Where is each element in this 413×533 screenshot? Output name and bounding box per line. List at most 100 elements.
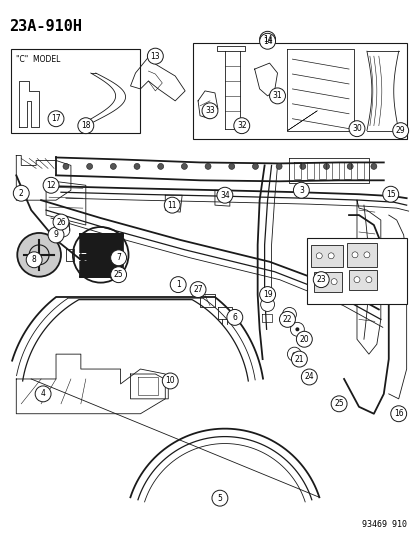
Text: 15: 15 (385, 190, 394, 199)
Circle shape (157, 164, 163, 169)
Circle shape (134, 164, 140, 169)
Circle shape (90, 245, 110, 265)
Circle shape (252, 164, 258, 169)
Circle shape (291, 351, 306, 367)
Circle shape (190, 281, 206, 297)
FancyBboxPatch shape (311, 245, 342, 266)
Circle shape (316, 253, 321, 259)
Text: 21: 21 (294, 354, 304, 364)
Circle shape (260, 297, 274, 311)
Circle shape (202, 103, 217, 119)
Circle shape (78, 118, 93, 134)
Circle shape (323, 164, 329, 169)
Circle shape (26, 252, 42, 268)
Text: 14: 14 (262, 37, 272, 46)
Circle shape (330, 279, 336, 285)
Text: 9: 9 (53, 230, 58, 239)
Circle shape (275, 164, 281, 169)
Circle shape (110, 164, 116, 169)
Circle shape (147, 48, 163, 64)
Text: 22: 22 (282, 315, 292, 324)
Text: 13: 13 (150, 52, 160, 61)
Text: 7: 7 (116, 253, 121, 262)
FancyBboxPatch shape (313, 272, 341, 292)
Text: 23A-910H: 23A-910H (9, 19, 82, 35)
Circle shape (53, 214, 69, 230)
Circle shape (299, 164, 305, 169)
Circle shape (363, 252, 369, 258)
Text: 93469 910: 93469 910 (361, 520, 406, 529)
Circle shape (216, 187, 232, 203)
Circle shape (269, 88, 285, 104)
Circle shape (313, 272, 328, 288)
Circle shape (287, 312, 291, 317)
Circle shape (48, 111, 64, 127)
Text: 16: 16 (393, 409, 403, 418)
Circle shape (292, 352, 296, 356)
Circle shape (347, 164, 352, 169)
Circle shape (301, 369, 316, 385)
Text: 10: 10 (165, 376, 175, 385)
Circle shape (259, 287, 275, 303)
Text: 33: 33 (204, 106, 214, 115)
Circle shape (348, 120, 364, 136)
Text: 31: 31 (272, 91, 282, 100)
Circle shape (233, 118, 249, 134)
Text: 26: 26 (56, 217, 66, 227)
Circle shape (282, 308, 296, 321)
Circle shape (259, 33, 275, 49)
Text: 14: 14 (262, 35, 272, 44)
Circle shape (13, 185, 29, 201)
Circle shape (226, 310, 242, 325)
Circle shape (228, 164, 234, 169)
Text: 20: 20 (299, 335, 309, 344)
FancyBboxPatch shape (346, 243, 376, 266)
Circle shape (293, 182, 309, 198)
Circle shape (110, 266, 126, 282)
Circle shape (63, 164, 69, 169)
Circle shape (43, 177, 59, 193)
Text: 8: 8 (32, 255, 36, 264)
Text: "C"  MODEL: "C" MODEL (16, 55, 61, 64)
Circle shape (164, 197, 180, 213)
Text: 18: 18 (81, 121, 90, 130)
Circle shape (295, 327, 299, 332)
Circle shape (390, 406, 406, 422)
Text: 19: 19 (262, 290, 272, 299)
Circle shape (382, 186, 398, 202)
Text: 29: 29 (395, 126, 404, 135)
Text: 1: 1 (176, 280, 180, 289)
Circle shape (181, 164, 187, 169)
Text: 32: 32 (236, 121, 246, 130)
Circle shape (296, 332, 311, 347)
FancyBboxPatch shape (348, 270, 376, 289)
FancyBboxPatch shape (192, 43, 406, 139)
Text: 25: 25 (114, 270, 123, 279)
Text: 6: 6 (232, 313, 237, 322)
Text: 17: 17 (51, 114, 61, 123)
Text: 2: 2 (19, 189, 24, 198)
Circle shape (365, 277, 371, 282)
Text: 12: 12 (46, 181, 56, 190)
Text: 5: 5 (217, 494, 222, 503)
Text: 23: 23 (316, 275, 325, 284)
Circle shape (370, 164, 376, 169)
Circle shape (279, 311, 295, 327)
Circle shape (330, 396, 346, 412)
Circle shape (392, 123, 408, 139)
FancyBboxPatch shape (11, 49, 140, 133)
Circle shape (110, 250, 126, 266)
Circle shape (353, 277, 359, 282)
Circle shape (318, 279, 325, 285)
Text: 25: 25 (333, 399, 343, 408)
Circle shape (290, 322, 304, 336)
Text: 11: 11 (167, 200, 176, 209)
Circle shape (170, 277, 186, 293)
Circle shape (204, 164, 211, 169)
Text: 3: 3 (298, 185, 303, 195)
Circle shape (351, 252, 357, 258)
Circle shape (259, 31, 275, 47)
FancyBboxPatch shape (306, 238, 406, 304)
Circle shape (86, 164, 93, 169)
Circle shape (328, 253, 333, 259)
